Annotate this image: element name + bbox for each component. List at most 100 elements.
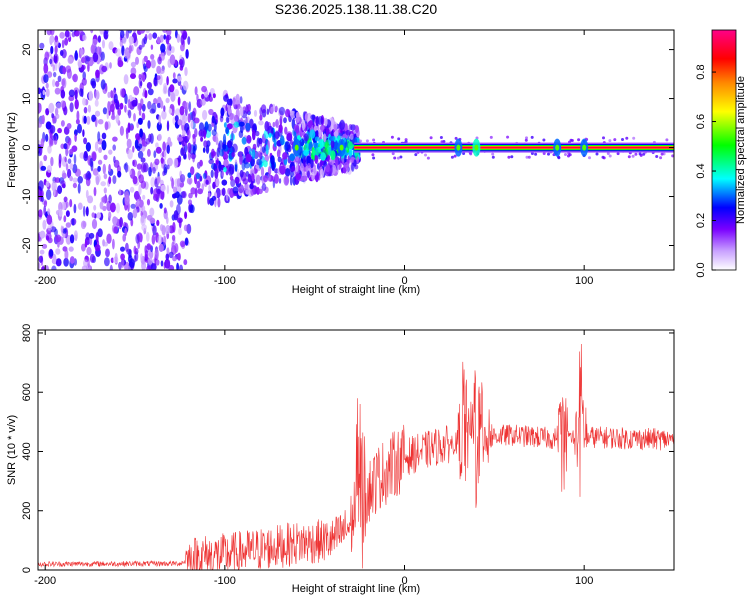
spectrogram-cell (343, 167, 347, 174)
carrier-burst-core (582, 144, 587, 151)
spectrogram-cell (261, 183, 267, 192)
spectrogram-cell (172, 72, 176, 79)
spectrogram-cell (303, 149, 309, 156)
spectrogram-cell (453, 154, 457, 158)
spectrogram-cell (178, 59, 184, 66)
spectrogram-cell (94, 141, 99, 152)
spectrogram-cell (150, 263, 157, 270)
spectrogram-cell (639, 153, 643, 157)
spectrogram-cell (115, 114, 120, 124)
carrier-band-layer (354, 146, 674, 149)
spectrogram-cell (62, 172, 67, 179)
spectrogram-cell (172, 186, 178, 194)
spectrogram-cell (132, 175, 138, 185)
spectrogram-cell (170, 92, 176, 102)
spectrogram-cell (69, 102, 74, 113)
spectrogram-cell (157, 56, 162, 65)
spectrogram-cell (187, 129, 191, 140)
spectrogram-cell (130, 203, 136, 209)
spectrogram-cell (295, 124, 300, 134)
spectrogram-cell (202, 147, 206, 153)
spectrogram-cell (106, 108, 110, 120)
spectrogram-cell (166, 216, 169, 225)
spectrogram-cell (213, 121, 217, 132)
spectrogram-cell (91, 212, 95, 218)
spectrogram-cell (289, 153, 296, 162)
spectrogram-cell (176, 178, 181, 187)
spectrogram-cell (120, 246, 125, 252)
spectrogram-cell (91, 218, 98, 230)
spectrogram-cell (317, 162, 320, 170)
spectrogram-frame (37, 29, 675, 271)
spectrogram-cell (87, 62, 90, 72)
spectrogram-cell (330, 139, 335, 149)
spectrogram-cell (187, 142, 192, 153)
spectrogram-cell (194, 86, 198, 96)
spectrogram-cell (221, 179, 228, 186)
spectrogram-cell (260, 104, 267, 114)
spectrogram-cell (67, 56, 74, 64)
spectrogram-cell (176, 262, 179, 270)
spectrogram-cell (163, 163, 168, 174)
spectrogram-cell (136, 199, 140, 206)
spectrogram-cell (140, 253, 143, 262)
spectrogram-cell (404, 138, 408, 142)
spectrogram-cell (145, 60, 152, 69)
spectrogram-cell (161, 225, 166, 236)
spectrogram-cell (113, 156, 116, 163)
spectrogram-cell (132, 159, 138, 168)
spectrogram-cell (177, 136, 183, 142)
spectrogram-cell (489, 135, 493, 139)
spectrogram-cell (44, 51, 50, 61)
spectrogram-cell (200, 98, 206, 106)
spectrogram-cell (138, 73, 142, 80)
spectrogram-cell (238, 121, 245, 127)
spectrogram-cell (283, 144, 288, 151)
spectrogram-cell (140, 157, 146, 163)
spectrogram-cell (507, 155, 511, 159)
spectrogram-cell (319, 161, 323, 167)
colorbar-tick-label: 0.4 (695, 163, 707, 178)
y-tick-label: 800 (21, 324, 33, 342)
spectrogram-cell (60, 180, 66, 187)
spectrogram-cell (227, 123, 233, 130)
spectrogram-cell (359, 139, 362, 143)
spectrogram-cell (344, 123, 348, 132)
spectrogram-cell (85, 142, 91, 152)
spectrogram-cell (454, 136, 458, 140)
spectrogram-cell (209, 197, 215, 206)
spectrogram-cell (43, 63, 49, 74)
spectrogram-cell (43, 200, 48, 207)
spectrogram-cell (140, 214, 145, 224)
spectrogram-cell (127, 98, 131, 109)
spectrogram-cell (174, 108, 181, 117)
spectrogram-cell (230, 178, 236, 188)
spectrogram-cell (302, 156, 306, 167)
spectrogram-cell (353, 159, 357, 167)
spectrogram-cell (132, 145, 135, 153)
spectrogram-cell (47, 208, 51, 216)
spectrogram-cell (325, 127, 329, 134)
spectrogram-cell (212, 93, 216, 99)
spectrogram-cell (259, 140, 263, 147)
spectrogram-cell (333, 131, 339, 137)
spectrogram-cell (171, 241, 175, 250)
spectrogram-cell (569, 138, 573, 142)
spectrogram-cell (168, 108, 173, 114)
spectrogram-cell (329, 165, 333, 175)
spectrogram-cell (192, 145, 196, 155)
spectrogram-cell (642, 152, 646, 156)
spectrogram-cell (227, 104, 231, 116)
spectrogram-cell (608, 154, 612, 158)
spectrogram-cell (73, 230, 78, 241)
spectrogram-cell (205, 144, 210, 154)
spectrogram-cell (69, 199, 73, 208)
spectrogram-cell (247, 103, 251, 112)
spectrogram-cell (77, 176, 83, 184)
carrier-burst-core (474, 144, 479, 151)
spectrogram-cell (613, 138, 617, 142)
spectrogram-cell (140, 162, 147, 173)
spectrogram-cell (38, 143, 41, 154)
spectrogram-cell (179, 174, 186, 183)
spectrogram-cell (608, 139, 612, 143)
